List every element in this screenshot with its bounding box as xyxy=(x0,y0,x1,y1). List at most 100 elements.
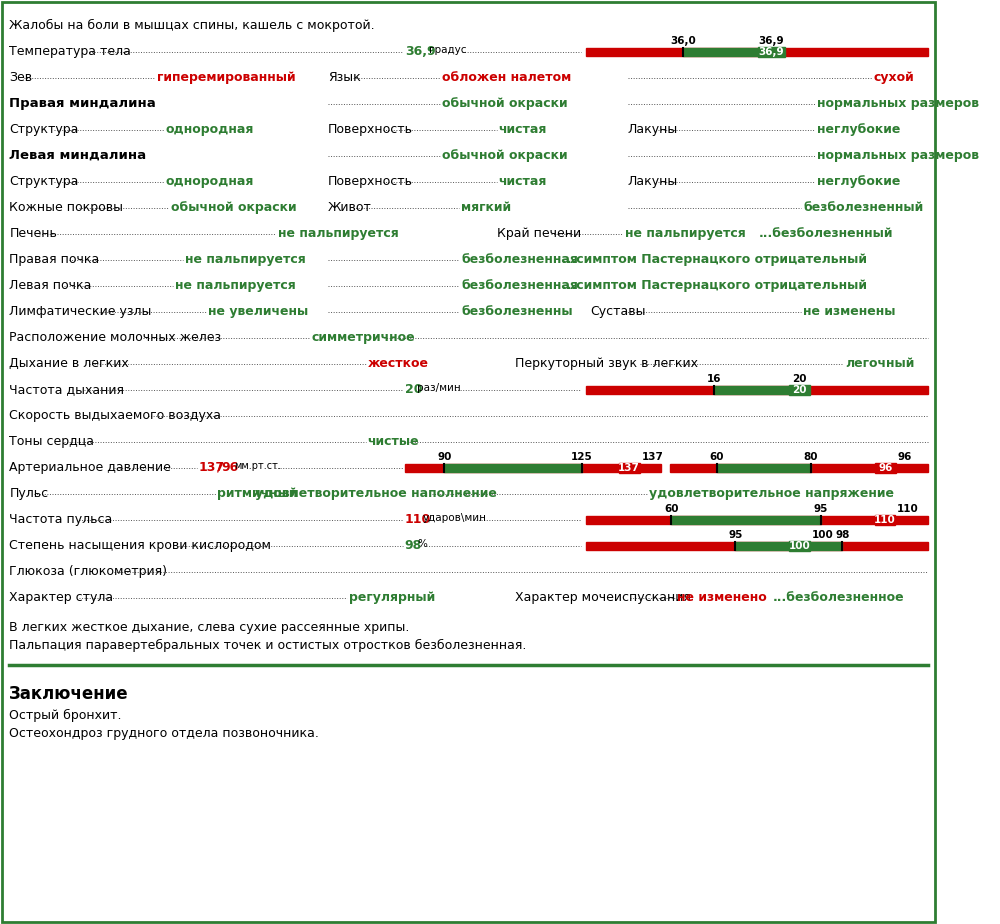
Bar xyxy=(735,542,842,550)
Text: Лакуны: Лакуны xyxy=(628,123,678,136)
Bar xyxy=(683,48,771,56)
Text: Пальпация паравертебральных точек и остистых отростков безболезненная.: Пальпация паравертебральных точек и ости… xyxy=(9,639,527,652)
Text: 100: 100 xyxy=(789,541,810,551)
Text: обычной окраски: обычной окраски xyxy=(442,149,568,162)
Bar xyxy=(670,464,928,472)
Text: ...безболезненный: ...безболезненный xyxy=(759,227,894,240)
Text: ритмичный: ритмичный xyxy=(217,487,298,500)
Text: Перкуторный звук в легких: Перкуторный звук в легких xyxy=(515,357,698,370)
Text: 137: 137 xyxy=(641,452,663,462)
Text: Пульс: Пульс xyxy=(9,487,48,500)
Text: 110: 110 xyxy=(897,504,919,514)
Text: Поверхность: Поверхность xyxy=(328,175,413,188)
Text: Частота дыхания: Частота дыхания xyxy=(9,383,124,396)
Text: не изменено: не изменено xyxy=(677,591,766,604)
Text: Структура: Структура xyxy=(9,175,79,188)
Text: однородная: однородная xyxy=(166,123,254,136)
Text: не пальпируется: не пальпируется xyxy=(185,253,305,266)
Text: 36,9: 36,9 xyxy=(759,36,784,46)
Text: не пальпируется: не пальпируется xyxy=(625,227,746,240)
Text: безболезненный: безболезненный xyxy=(803,201,923,214)
Text: 36,9: 36,9 xyxy=(405,45,435,58)
Text: 80: 80 xyxy=(803,452,818,462)
Text: неглубокие: неглубокие xyxy=(817,175,901,188)
Bar xyxy=(789,541,810,551)
Text: Левая миндалина: Левая миндалина xyxy=(9,149,146,162)
Text: не изменены: не изменены xyxy=(803,305,896,318)
Text: 95: 95 xyxy=(728,530,743,540)
Bar xyxy=(586,386,928,394)
Text: 95: 95 xyxy=(814,504,828,514)
Bar xyxy=(671,516,821,524)
Text: Скорость выдыхаемого воздуха: Скорость выдыхаемого воздуха xyxy=(9,409,221,422)
Bar xyxy=(875,515,895,525)
Text: 16: 16 xyxy=(707,374,721,384)
Text: Поверхность: Поверхность xyxy=(328,123,413,136)
Text: /: / xyxy=(217,461,222,474)
Text: Левая почка: Левая почка xyxy=(9,279,92,292)
Text: %: % xyxy=(417,539,427,549)
Text: Край печени: Край печени xyxy=(497,227,581,240)
Bar xyxy=(758,47,785,57)
Text: 20: 20 xyxy=(405,383,422,396)
Text: 110: 110 xyxy=(874,515,896,525)
Bar xyxy=(586,48,928,56)
Text: обычной окраски: обычной окраски xyxy=(442,97,568,110)
Text: неглубокие: неглубокие xyxy=(817,123,901,136)
Bar xyxy=(875,463,896,473)
Text: Характер мочеиспускания: Характер мочеиспускания xyxy=(515,591,691,604)
Text: мм.рт.ст.: мм.рт.ст. xyxy=(234,461,281,471)
Text: чистая: чистая xyxy=(499,175,547,188)
Text: Лимфатические узлы: Лимфатические узлы xyxy=(9,305,152,318)
Text: ...безболезненное: ...безболезненное xyxy=(773,591,905,604)
Text: не увеличены: не увеличены xyxy=(208,305,308,318)
Text: гиперемированный: гиперемированный xyxy=(157,71,295,84)
Text: ударов\мин: ударов\мин xyxy=(423,513,487,523)
Bar xyxy=(717,464,811,472)
Text: 98: 98 xyxy=(835,530,849,540)
Text: мягкий: мягкий xyxy=(461,201,511,214)
Text: регулярный: регулярный xyxy=(349,591,435,604)
Text: Правая почка: Правая почка xyxy=(9,253,100,266)
Bar xyxy=(586,542,928,550)
Text: Суставы: Суставы xyxy=(590,305,646,318)
Text: Характер стула: Характер стула xyxy=(9,591,113,604)
Text: 96: 96 xyxy=(898,452,912,462)
Bar xyxy=(619,463,640,473)
Text: удовлетворительное напряжение: удовлетворительное напряжение xyxy=(649,487,894,500)
Bar xyxy=(789,385,810,395)
Text: Лакуны: Лакуны xyxy=(628,175,678,188)
Text: 96: 96 xyxy=(878,463,893,473)
Text: 137: 137 xyxy=(199,461,225,474)
Text: Глюкоза (глюкометрия): Глюкоза (глюкометрия) xyxy=(9,565,167,578)
Text: не пальпируется: не пальпируется xyxy=(278,227,399,240)
Text: удовлетворительное наполнение: удовлетворительное наполнение xyxy=(255,487,497,500)
Text: 36,0: 36,0 xyxy=(671,36,696,46)
Text: сухой: сухой xyxy=(873,71,914,84)
Text: градус: градус xyxy=(429,45,467,55)
Text: Зев: Зев xyxy=(9,71,32,84)
Text: 90: 90 xyxy=(437,452,451,462)
Text: раз/мин: раз/мин xyxy=(417,383,461,393)
Text: чистые: чистые xyxy=(367,435,419,448)
Text: Кожные покровы: Кожные покровы xyxy=(9,201,123,214)
Text: 98: 98 xyxy=(405,539,422,552)
Bar xyxy=(714,386,800,394)
Text: В легких жесткое дыхание, слева сухие рассеянные хрипы.: В легких жесткое дыхание, слева сухие ра… xyxy=(9,621,410,634)
Text: ...симптом Пастернацкого отрицательный: ...симптом Пастернацкого отрицательный xyxy=(562,279,867,292)
Text: Острый бронхит.: Острый бронхит. xyxy=(9,709,122,722)
Text: безболезненная: безболезненная xyxy=(461,279,578,292)
Text: не пальпируется: не пальпируется xyxy=(175,279,296,292)
Text: легочный: легочный xyxy=(845,357,915,370)
Text: 20: 20 xyxy=(792,385,807,395)
Text: 60: 60 xyxy=(664,504,679,514)
Text: 36,9: 36,9 xyxy=(759,47,784,57)
Text: Степень насыщения крови кислородом: Степень насыщения крови кислородом xyxy=(9,539,271,552)
Text: Живот: Живот xyxy=(328,201,372,214)
Text: 125: 125 xyxy=(571,452,593,462)
Text: Частота пульса: Частота пульса xyxy=(9,513,113,526)
Text: обычной окраски: обычной окраски xyxy=(171,201,296,214)
Text: Расположение молочных желез: Расположение молочных желез xyxy=(9,331,221,344)
Text: Остеохондроз грудного отдела позвоночника.: Остеохондроз грудного отдела позвоночник… xyxy=(9,727,319,740)
Text: нормальных размеров: нормальных размеров xyxy=(817,149,979,162)
